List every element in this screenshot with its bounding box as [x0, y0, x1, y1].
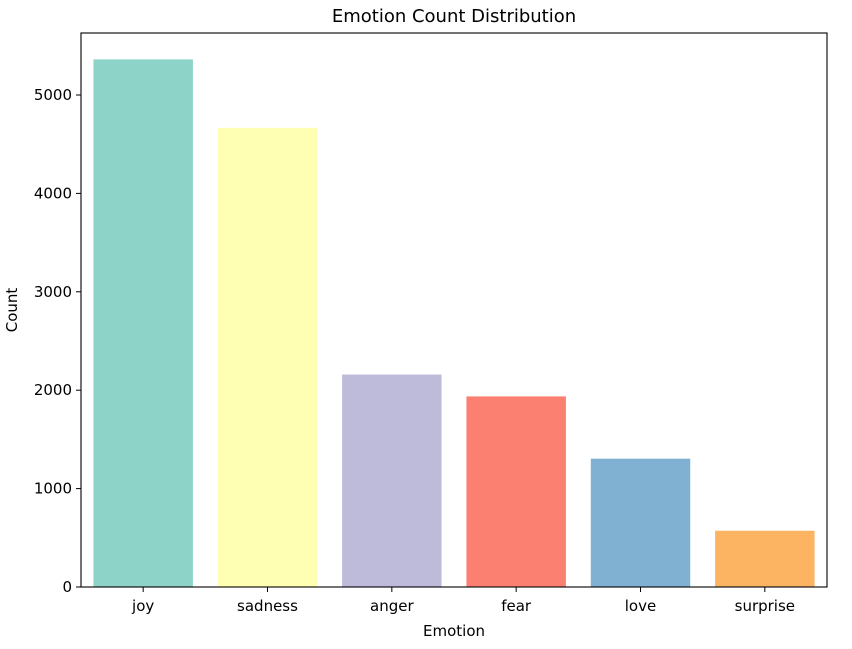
x-axis-label: Emotion	[423, 622, 485, 640]
bar-joy	[93, 59, 193, 588]
x-tick-label: fear	[501, 597, 532, 615]
x-tick-label: anger	[370, 597, 414, 615]
y-tick-label: 3000	[34, 283, 72, 301]
x-tick-label: joy	[131, 597, 154, 615]
bars-layer	[93, 59, 815, 588]
bar-surprise	[715, 530, 815, 587]
plot-frame	[80, 32, 828, 588]
chart-title: Emotion Count Distribution	[332, 6, 576, 27]
x-tick-label: surprise	[735, 597, 795, 615]
x-tick-label: sadness	[237, 597, 298, 615]
y-axis-ticks: 0 1000 2000 3000 4000 5000	[34, 86, 81, 596]
y-tick-label: 0	[62, 578, 72, 596]
y-axis-label: Count	[3, 288, 21, 333]
y-tick-label: 1000	[34, 480, 72, 498]
bar-sadness	[217, 127, 318, 588]
x-axis-ticks: joy sadness anger fear love surprise	[131, 587, 795, 615]
y-tick-label: 2000	[34, 381, 72, 399]
bar-love	[590, 458, 691, 587]
bar-fear	[466, 396, 566, 587]
y-tick-label: 5000	[34, 86, 72, 104]
x-tick-label: love	[625, 597, 656, 615]
y-tick-label: 4000	[34, 184, 72, 202]
bar-anger	[342, 374, 442, 587]
